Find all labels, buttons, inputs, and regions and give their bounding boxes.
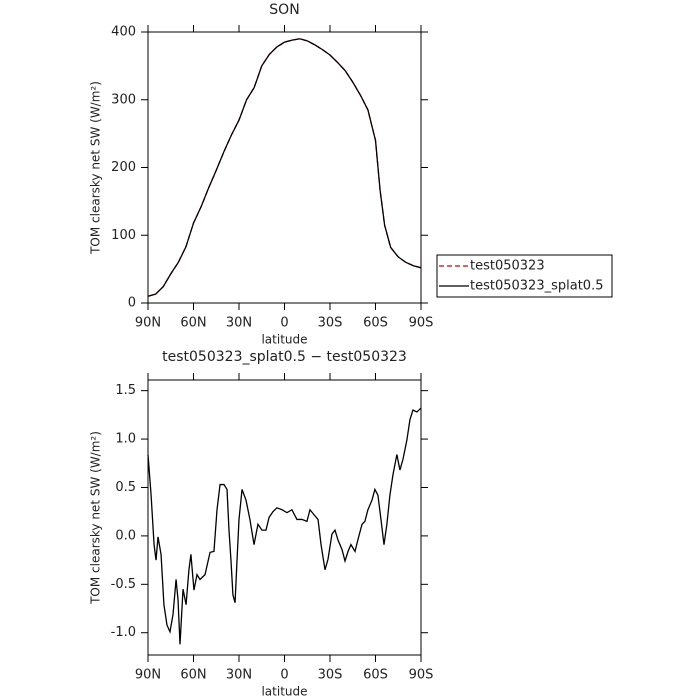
legend-label: test050323 <box>470 259 545 274</box>
x-axis-label: latitude <box>261 685 307 699</box>
plot-frame <box>147 379 422 656</box>
x-tick-label: 0 <box>280 316 288 331</box>
data-line <box>147 407 422 645</box>
y-tick-label: 0.0 <box>115 528 136 543</box>
x-tick-label: 60N <box>180 316 206 331</box>
x-tick-label: 90N <box>135 668 161 683</box>
y-tick-label: 1.0 <box>115 432 136 447</box>
chart-title: SON <box>269 2 299 18</box>
x-tick-label: 30N <box>226 316 252 331</box>
legend-label: test050323_splat0.5 <box>470 279 603 294</box>
x-axis-label: latitude <box>261 333 307 347</box>
y-tick-label: -1.0 <box>111 625 136 640</box>
x-tick-label: 90S <box>409 316 434 331</box>
chart-title: test050323_splat0.5 − test050323 <box>162 349 407 365</box>
data-line <box>147 38 422 297</box>
y-axis-label: TOM clearsky net SW (W/m²) <box>89 431 103 605</box>
x-tick-label: 30N <box>226 668 252 683</box>
y-tick-label: 0.5 <box>115 480 136 495</box>
y-tick-label: 1.5 <box>115 383 136 398</box>
x-tick-label: 60S <box>363 316 388 331</box>
y-tick-label: -0.5 <box>111 577 136 592</box>
x-tick-label: 60S <box>363 668 388 683</box>
x-tick-label: 30S <box>318 668 343 683</box>
x-tick-label: 90S <box>409 668 434 683</box>
legend-box <box>436 254 613 298</box>
y-tick-label: 200 <box>111 160 136 175</box>
y-axis-label: TOM clearsky net SW (W/m²) <box>89 81 103 255</box>
x-tick-label: 60N <box>180 668 206 683</box>
x-tick-label: 90N <box>135 316 161 331</box>
y-tick-label: 400 <box>111 25 136 40</box>
data-line <box>147 38 422 297</box>
plot-frame <box>147 31 422 304</box>
y-tick-label: 0 <box>128 296 136 311</box>
y-tick-label: 300 <box>111 92 136 107</box>
x-tick-label: 30S <box>318 316 343 331</box>
x-tick-label: 0 <box>280 668 288 683</box>
y-tick-label: 100 <box>111 228 136 243</box>
